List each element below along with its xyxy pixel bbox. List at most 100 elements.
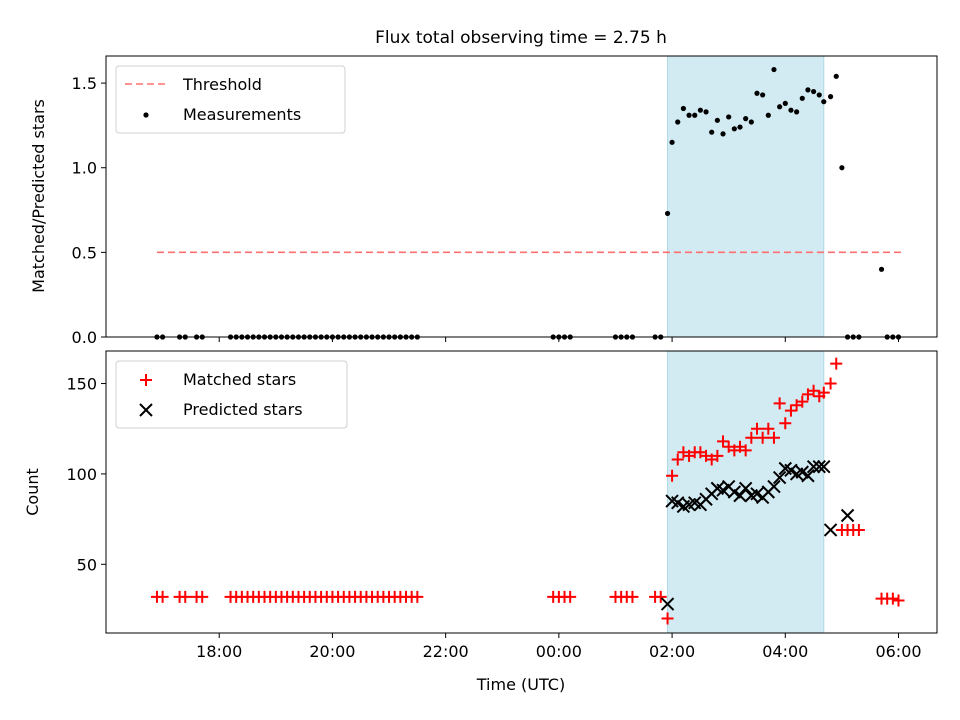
matched-star-point — [807, 384, 820, 397]
bottom-legend-box — [115, 360, 348, 429]
top-axes-frame — [105, 55, 938, 338]
xtick-label: 18:00 — [196, 642, 242, 661]
xtick-label: 22:00 — [423, 642, 469, 661]
measurement-point — [799, 95, 805, 101]
measurement-point — [821, 99, 827, 105]
matched-star-point — [796, 395, 809, 408]
measurement-point — [726, 114, 732, 120]
predicted-star-point — [772, 470, 787, 485]
measurement-point — [697, 107, 703, 113]
legend-matched-label: Matched stars — [183, 370, 296, 389]
predicted-star-point — [840, 508, 855, 523]
matched-star-point — [626, 590, 639, 603]
predicted-star-point — [660, 597, 675, 611]
xtick-label: 20:00 — [309, 642, 355, 661]
matched-star-point — [717, 435, 730, 448]
xtick-label: 00:00 — [536, 642, 582, 661]
matched-star-point — [779, 417, 792, 430]
measurement-point — [839, 165, 845, 171]
predicted-star-point — [738, 481, 753, 496]
x-axis-label: Time (UTC) — [476, 675, 565, 694]
measurement-point — [833, 73, 839, 79]
measurement-point — [743, 116, 749, 122]
measurement-point — [878, 266, 885, 272]
measurement-point — [680, 105, 686, 112]
top-legend-box — [115, 65, 346, 134]
legend-predicted-label: Predicted stars — [183, 400, 303, 419]
bottom-axes-frame — [105, 350, 938, 634]
chart-title: Flux total observing time = 2.75 h — [375, 28, 667, 48]
matched-star-point — [830, 357, 843, 370]
legend-predicted-x-icon — [139, 403, 153, 417]
measurement-point — [686, 112, 692, 118]
measurement-point — [720, 131, 726, 137]
bottom-xticks: 18:00 20:00 22:00 00:00 02:00 04:00 06:00 — [196, 633, 922, 661]
matched-points — [150, 357, 905, 625]
legend-matched-plus-icon — [140, 374, 152, 386]
matched-star-point — [564, 590, 577, 603]
predicted-star-point — [812, 459, 826, 474]
measurement-point — [714, 117, 720, 123]
measurement-point — [782, 100, 788, 106]
matched-star-point — [817, 386, 830, 399]
predicted-star-point — [806, 459, 821, 474]
top-xticks — [218, 337, 900, 342]
matched-star-point — [179, 590, 192, 603]
predicted-star-point — [733, 488, 747, 503]
matched-star-point — [773, 397, 786, 410]
legend-threshold-label: Threshold — [182, 75, 262, 94]
measurement-point — [709, 129, 715, 135]
bottom-legend: Matched stars Predicted stars — [115, 360, 348, 429]
predicted-points — [660, 459, 855, 611]
measurement-point — [805, 87, 811, 93]
measurement-point — [771, 66, 777, 73]
measurement-point — [816, 92, 822, 98]
measurement-point — [788, 107, 794, 113]
matched-star-point — [824, 377, 837, 390]
matched-star-point — [739, 444, 752, 457]
measurement-point — [777, 104, 783, 110]
measurement-point — [692, 112, 698, 118]
matched-star-point — [762, 422, 775, 435]
measurement-point — [754, 90, 760, 96]
matched-star-point — [711, 449, 724, 462]
matched-star-point — [671, 453, 684, 466]
predicted-star-point — [801, 469, 815, 483]
matched-star-point — [654, 590, 667, 603]
ytick-label: 150 — [66, 375, 97, 394]
matched-star-point — [156, 590, 169, 603]
top-yticks: 0.0 0.5 1.0 1.5 — [72, 74, 106, 347]
matched-star-point — [852, 523, 865, 536]
legend-measurements-dot-icon — [143, 112, 149, 118]
matched-star-point — [661, 612, 674, 625]
matched-star-point — [196, 590, 209, 603]
matched-star-point — [745, 431, 758, 444]
bottom-panel: 50 100 150 18:00 20:00 22:00 00:00 02:00 04:00 0… — [23, 350, 938, 694]
measurement-point — [675, 119, 681, 125]
ytick-label: 100 — [66, 465, 97, 484]
matched-star-point — [767, 431, 780, 444]
ytick-label: 0.5 — [72, 243, 97, 262]
matched-star-point — [886, 592, 899, 605]
measurement-point — [760, 92, 766, 98]
measurement-point — [765, 112, 771, 118]
top-ylabel: Matched/Predicted stars — [29, 99, 48, 293]
ytick-label: 1.0 — [72, 159, 97, 178]
measurement-point — [794, 109, 800, 115]
predicted-star-point — [767, 479, 781, 494]
bottom-yticks: 50 100 150 — [66, 375, 106, 574]
matched-star-point — [784, 404, 797, 417]
predicted-star-point — [817, 459, 831, 474]
ytick-label: 1.5 — [72, 74, 97, 93]
measurement-point — [703, 109, 709, 115]
ytick-label: 50 — [77, 555, 97, 574]
xtick-label: 04:00 — [762, 642, 808, 661]
measurement-point — [669, 139, 675, 145]
matched-star-point — [756, 431, 769, 444]
measurement-point — [827, 94, 834, 100]
matched-star-point — [892, 594, 905, 607]
predicted-star-point — [823, 523, 838, 537]
top-legend: Threshold Measurements — [115, 65, 346, 134]
matched-star-point — [411, 590, 424, 603]
